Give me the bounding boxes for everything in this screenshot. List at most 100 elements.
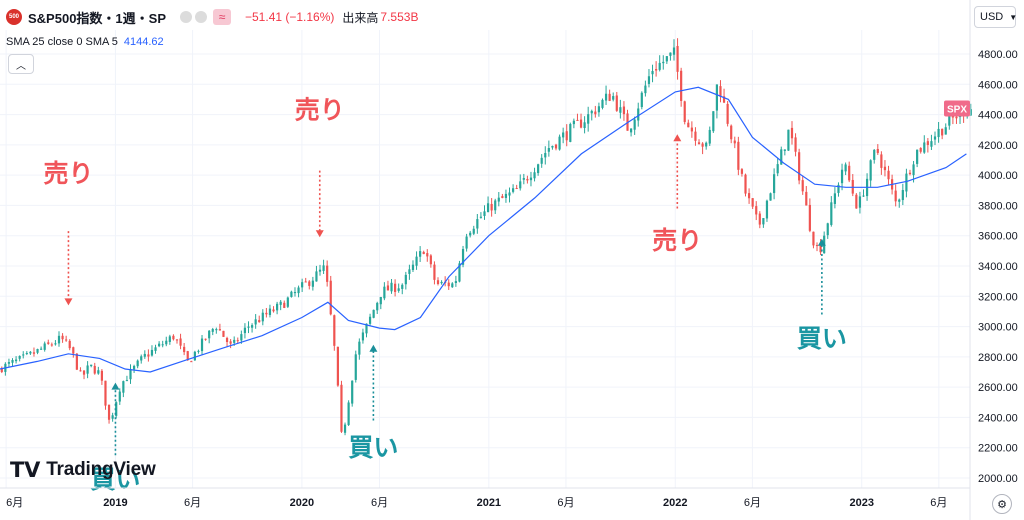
candle-down — [333, 315, 336, 346]
y-tick-label: 4200.00 — [978, 140, 1018, 152]
volume-label: 出来高 — [342, 10, 379, 25]
candle-up — [247, 326, 250, 328]
candle-up — [551, 145, 554, 148]
candle-down — [426, 253, 429, 257]
candle-up — [619, 107, 622, 113]
symbol-title[interactable]: S&P500指数・1週・SP — [28, 10, 166, 26]
candle-up — [604, 93, 608, 101]
indicator-value: 4144.62 — [123, 36, 164, 48]
candle-up — [347, 402, 350, 425]
candle-up — [869, 160, 872, 181]
candle-down — [622, 106, 626, 115]
candle-up — [132, 365, 136, 370]
candle-up — [912, 164, 915, 176]
candles — [0, 38, 972, 436]
candle-up — [647, 76, 651, 84]
x-tick-label: 2022 — [663, 497, 687, 509]
sma-layer — [0, 86, 967, 373]
logo-text: TradingView — [46, 459, 156, 480]
candle-down — [919, 147, 922, 152]
candle-up — [469, 232, 472, 236]
buy-label: 買い — [348, 433, 398, 462]
candle-up — [937, 128, 940, 138]
candle-up — [572, 120, 575, 125]
candle-down — [812, 231, 815, 246]
candle-up — [494, 200, 497, 211]
candle-down — [204, 338, 207, 340]
candle-up — [669, 52, 672, 56]
candle-down — [726, 103, 729, 124]
candle-up — [562, 132, 565, 138]
candle-up — [633, 119, 636, 130]
candle-down — [490, 203, 493, 211]
candle-up — [601, 99, 604, 108]
candle-down — [394, 283, 397, 292]
currency-selector[interactable]: USD ▼ — [974, 6, 1017, 28]
candle-up — [351, 380, 354, 404]
candle-up — [358, 341, 361, 355]
candle-down — [447, 282, 450, 287]
volume-value: 7.553B — [380, 10, 419, 24]
candle-down — [183, 346, 186, 353]
candle-up — [233, 339, 236, 343]
candle-up — [776, 164, 779, 174]
candle-down — [676, 45, 679, 72]
candle-up — [57, 335, 61, 344]
candle-up — [844, 164, 847, 172]
candle-up — [905, 173, 908, 192]
symbol-badge[interactable]: 500 — [6, 9, 22, 25]
buy-label: 買い — [90, 465, 140, 494]
candle-up — [540, 157, 543, 164]
candle-up — [644, 85, 647, 94]
sell-label: 売り — [295, 96, 345, 125]
candle-up — [415, 256, 418, 266]
candle-up — [898, 199, 901, 202]
candle-up — [29, 351, 32, 354]
candle-down — [758, 213, 761, 225]
candle-down — [175, 339, 179, 341]
candle-up — [240, 334, 243, 341]
collapse-legend-button[interactable]: ︿ — [8, 54, 34, 74]
candle-down — [68, 340, 71, 349]
candle-up — [780, 149, 783, 165]
candle-up — [479, 216, 483, 218]
candle-down — [690, 127, 693, 132]
compare-icon[interactable]: ≈ — [213, 9, 231, 25]
candle-up — [826, 223, 829, 236]
y-tick-label: 2600.00 — [978, 382, 1018, 394]
candle-down — [908, 172, 912, 175]
candle-up — [379, 296, 382, 305]
candle-up — [933, 136, 937, 140]
candle-down — [554, 144, 558, 149]
candle-down — [848, 165, 851, 181]
candle-up — [365, 323, 368, 334]
candle-up — [122, 381, 125, 393]
gear-icon: ⚙ — [997, 498, 1007, 511]
logo-mark-icon: TV — [10, 458, 41, 482]
candle-up — [301, 282, 304, 288]
candle-up — [765, 200, 769, 219]
arrow-head — [817, 238, 826, 246]
chart-settings-button[interactable]: ⚙ — [992, 494, 1012, 514]
candle-up — [40, 348, 43, 350]
candle-up — [662, 61, 665, 64]
candle-down — [326, 265, 329, 282]
arrow-head — [64, 298, 73, 306]
y-tick-label: 3000.00 — [978, 322, 1018, 334]
candle-down — [740, 169, 744, 174]
candle-up — [451, 283, 454, 288]
candle-up — [705, 142, 708, 147]
candle-up — [783, 149, 786, 151]
candle-up — [583, 122, 586, 129]
candle-up — [497, 197, 500, 202]
candle-down — [790, 127, 794, 139]
y-tick-label: 3200.00 — [978, 291, 1018, 303]
indicator-legend[interactable]: SMA 25 close 0 SMA 5 4144.62 — [6, 36, 164, 48]
candle-up — [712, 111, 715, 132]
candle-down — [61, 335, 64, 340]
tradingview-logo[interactable]: TV TradingView — [10, 458, 156, 482]
x-tick-label: 6月 — [557, 497, 574, 509]
